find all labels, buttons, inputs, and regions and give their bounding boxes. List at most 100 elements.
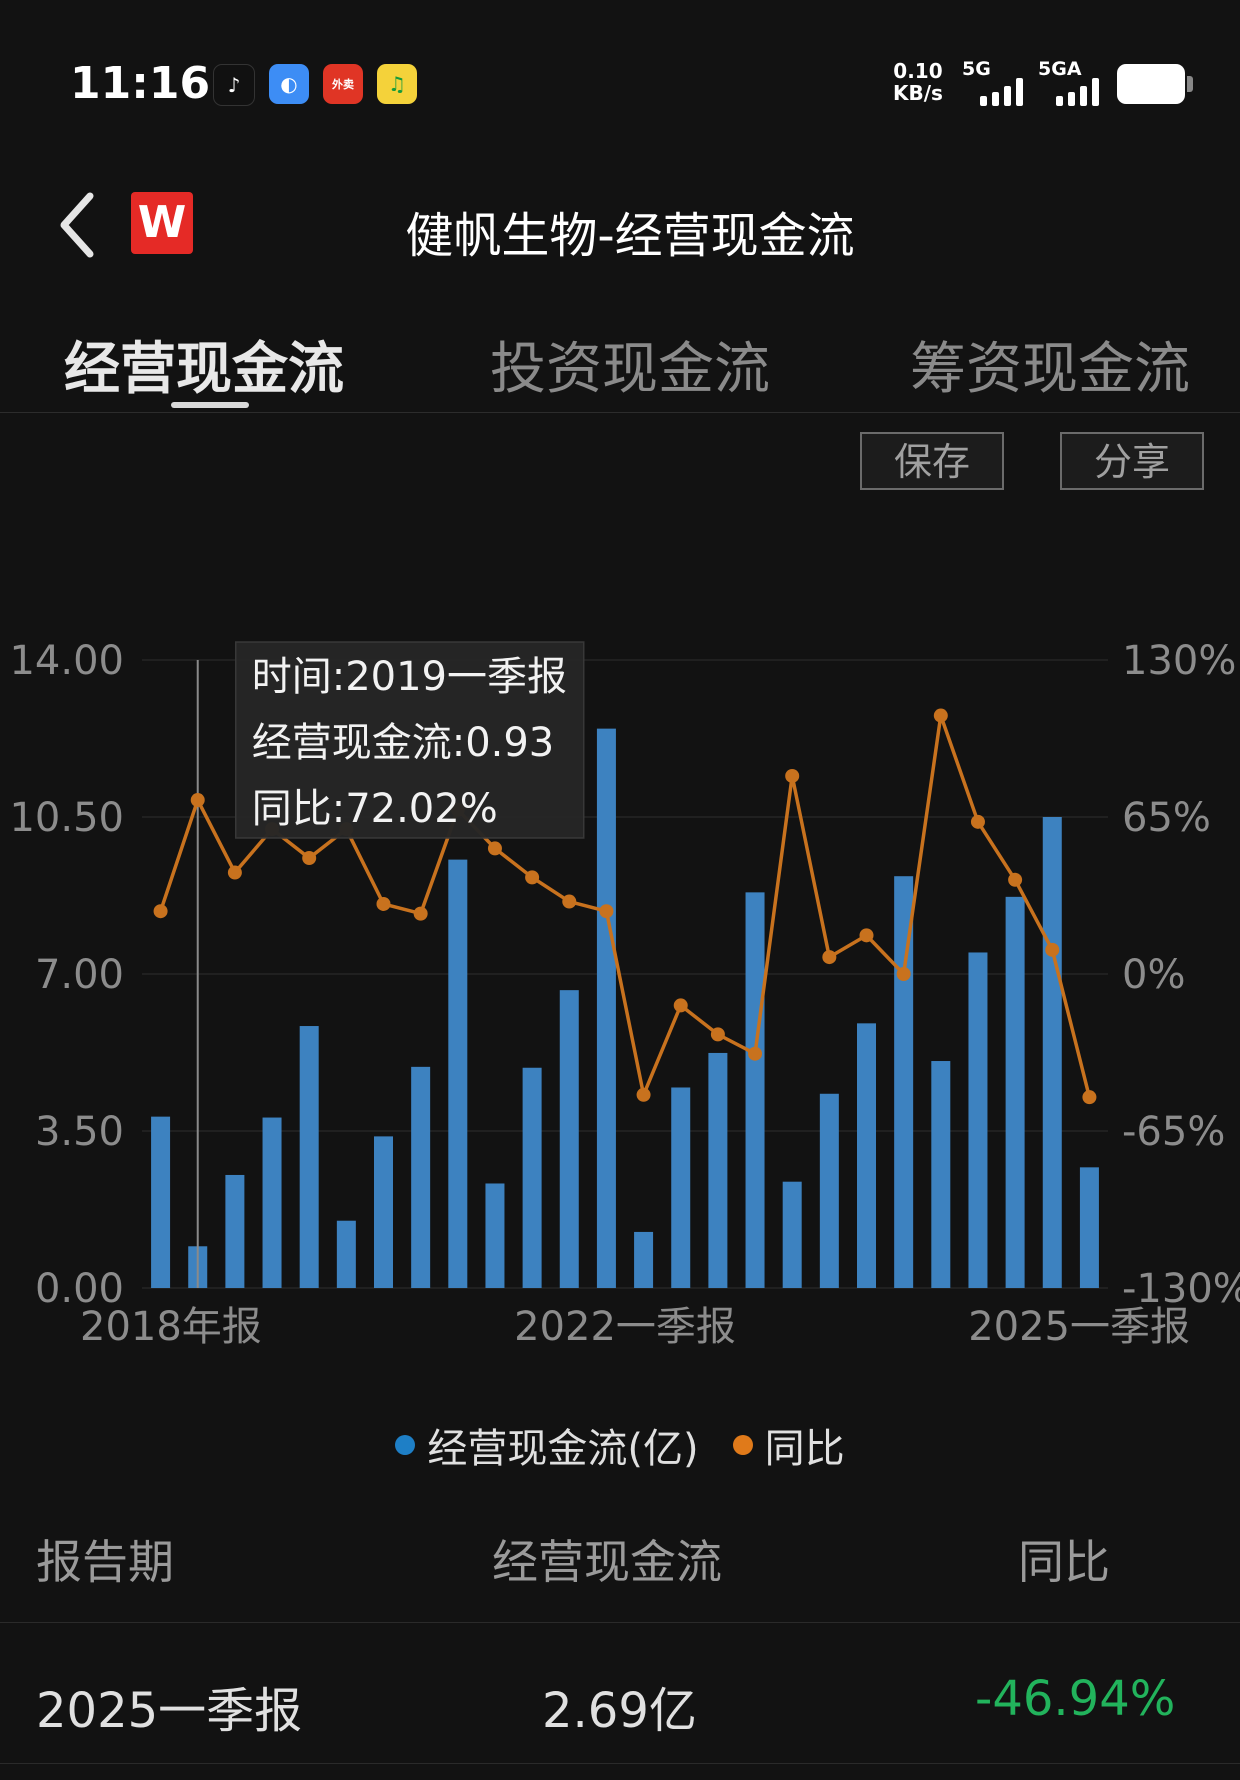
page-title: 健帆生物-经营现金流 (405, 208, 855, 264)
brand-logo: W (131, 192, 193, 254)
header-cashflow: 经营现金流 (492, 1535, 722, 1589)
header-period: 报告期 (36, 1535, 174, 1589)
legend-label-yoy: 同比 (764, 1426, 845, 1472)
chevron-left-icon[interactable] (52, 188, 112, 262)
yoy-point (933, 708, 948, 723)
tab-bar: 经营现金流 投资现金流 筹资现金流 (0, 300, 1240, 413)
status-bar: 11:16 ♪ ◐ 外卖 ♫ 0.10 KB/s 5G 5GA (0, 0, 1240, 170)
y-right-tick-label: 130% (1122, 638, 1236, 684)
x-tick-label: 2025一季报 (968, 1304, 1190, 1350)
row-period: 2025一季报 (36, 1683, 303, 1739)
cashflow-chart[interactable]: 14.00 130% 10.50 65% 7.00 0% 3.50 -65% 0.00 -130%… (0, 600, 1240, 1360)
yoy-point (748, 1046, 763, 1061)
legend-label-cashflow: 经营现金流(亿) (427, 1426, 699, 1472)
y-left-tick-label: 3.50 (35, 1109, 124, 1155)
bar (411, 1066, 431, 1288)
bar (336, 1220, 356, 1288)
yoy-point (599, 904, 614, 919)
bar (819, 1093, 839, 1288)
bar (151, 1116, 171, 1288)
bar (225, 1174, 245, 1288)
bar (522, 1067, 542, 1288)
net-speed-unit: KB/s (893, 81, 943, 105)
network-speed: 0.10 KB/s (893, 60, 943, 104)
legend-item-cashflow[interactable]: 经营现金流(亿) (395, 1416, 699, 1474)
y-left-tick-label: 14.00 (9, 638, 124, 684)
takeout-icon: 外卖 (323, 64, 363, 104)
yoy-point (562, 894, 577, 909)
bar (857, 1023, 876, 1288)
bar (634, 1231, 654, 1288)
bar (374, 1136, 393, 1288)
yoy-point (636, 1087, 651, 1102)
yoy-point (153, 904, 168, 919)
yoy-point (487, 841, 502, 856)
bar (708, 1052, 728, 1288)
battery-icon (1117, 64, 1185, 104)
bar (299, 1026, 319, 1288)
signal-bars-icon (980, 78, 1023, 106)
bar (559, 990, 579, 1288)
bar (671, 1087, 691, 1288)
y-right-tick-label: 65% (1122, 795, 1211, 841)
browser-icon: ◐ (269, 64, 309, 104)
legend-dot-cashflow (395, 1435, 416, 1455)
y-right-tick-label: 0% (1122, 952, 1185, 998)
yoy-point (1082, 1090, 1097, 1105)
yoy-point (413, 906, 428, 921)
yoy-point (970, 814, 985, 829)
y-left-tick-label: 10.50 (9, 795, 124, 841)
row-cashflow-value: 2.69亿 (542, 1683, 697, 1739)
signal-label-5g: 5G (962, 58, 991, 80)
tab-investing-cashflow[interactable]: 投资现金流 (490, 337, 770, 402)
yoy-point (190, 793, 205, 808)
tooltip-box (234, 641, 585, 839)
yoy-point (859, 928, 874, 943)
yoy-point (1045, 942, 1060, 957)
table-header: 报告期 经营现金流 同比 (0, 1490, 1240, 1623)
x-tick-label: 2018年报 (80, 1304, 262, 1350)
tiktok-icon: ♪ (213, 64, 255, 106)
bar (894, 876, 914, 1288)
bar (745, 892, 765, 1288)
tab-operating-cashflow[interactable]: 经营现金流 (64, 337, 344, 402)
music-icon: ♫ (377, 64, 417, 104)
net-speed-value: 0.10 (893, 59, 943, 83)
yoy-point (896, 967, 911, 981)
share-button[interactable]: 分享 (1060, 432, 1204, 490)
yoy-point (227, 865, 242, 880)
save-button[interactable]: 保存 (860, 432, 1004, 490)
bar (782, 1181, 802, 1288)
signal-label-5ga: 5GA (1038, 58, 1082, 80)
notification-app-icons: ♪ ◐ 外卖 ♫ (213, 64, 417, 106)
row-yoy-value: -46.94% (975, 1671, 1176, 1727)
x-tick-label: 2022一季报 (514, 1304, 736, 1350)
header-yoy: 同比 (1018, 1535, 1110, 1589)
table-row[interactable]: 2025一季报 2.69亿 -46.94% (0, 1623, 1240, 1764)
y-right-tick-label: -65% (1122, 1109, 1225, 1155)
bar (596, 728, 616, 1288)
active-tab-indicator (171, 402, 249, 408)
app-header: W 健帆生物-经营现金流 (0, 170, 1240, 280)
tooltip-line: 同比:72.02% (252, 786, 498, 832)
battery-tip (1187, 76, 1193, 92)
bar (968, 952, 988, 1288)
y-right-tick-label: -130% (1122, 1266, 1240, 1312)
legend-dot-yoy (732, 1435, 753, 1455)
yoy-point (376, 896, 391, 911)
bar (485, 1183, 505, 1288)
bar (1079, 1167, 1099, 1288)
bar (448, 859, 468, 1288)
chart-legend: 经营现金流(亿) 同比 (0, 1416, 1240, 1474)
bar (1042, 817, 1062, 1288)
yoy-line (158, 713, 1092, 1098)
tab-financing-cashflow[interactable]: 筹资现金流 (910, 337, 1190, 402)
bar (1005, 896, 1025, 1288)
y-left-tick-label: 0.00 (35, 1266, 124, 1312)
y-left-tick-label: 7.00 (35, 952, 124, 998)
yoy-point (525, 870, 540, 885)
legend-item-yoy[interactable]: 同比 (732, 1416, 845, 1474)
yoy-point (710, 1027, 725, 1042)
yoy-point (785, 768, 800, 783)
yoy-point (302, 851, 317, 866)
